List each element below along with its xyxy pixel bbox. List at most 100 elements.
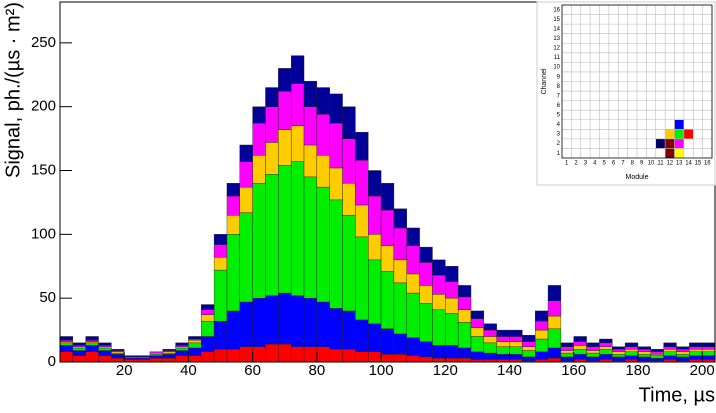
bar-segment <box>316 346 330 363</box>
bar-segment <box>547 285 562 301</box>
bar-segment <box>689 351 703 356</box>
bar-segment <box>85 351 99 363</box>
y-tick-label: 0 <box>48 353 56 370</box>
bar-segment <box>201 320 215 337</box>
bar-segment <box>432 294 446 310</box>
bar-segment <box>303 144 318 178</box>
bar-segment <box>419 356 433 363</box>
bar-segment <box>599 342 613 347</box>
bar-segment <box>406 292 420 338</box>
x-tick-label: 120 <box>433 362 458 379</box>
bar-segment <box>534 338 549 352</box>
bar-segment <box>355 236 369 321</box>
bar-segment <box>265 142 279 175</box>
bar-segment <box>380 328 395 355</box>
bar-segment <box>278 68 292 92</box>
bar-segment <box>624 346 639 350</box>
bar-segment <box>650 351 664 355</box>
bar-segment <box>599 346 613 350</box>
bar-segment <box>676 349 690 352</box>
bar-segment <box>624 355 639 360</box>
inset-x-tick-label: 15 <box>695 161 702 167</box>
bar-segment <box>85 345 99 352</box>
bar-segment <box>470 327 485 337</box>
inset-y-tick-label: 9 <box>557 74 561 80</box>
bar-segment <box>483 352 497 360</box>
bar-segment <box>406 273 420 294</box>
bar-segment <box>676 356 690 361</box>
inset-background <box>536 1 716 186</box>
bar-segment <box>483 323 497 331</box>
bar-segment <box>201 351 215 363</box>
bar-segment <box>111 354 125 359</box>
inset-x-tick-label: 1 <box>565 161 569 167</box>
bar-segment <box>368 234 382 261</box>
bar-segment <box>329 308 343 350</box>
bar-segment <box>252 123 266 156</box>
inset-y-tick-label: 16 <box>553 7 560 13</box>
module-cell <box>683 129 694 139</box>
bar-segment <box>445 345 459 359</box>
bar-segment <box>329 349 343 363</box>
bar-segment <box>59 342 74 346</box>
bar-segment <box>98 350 112 356</box>
inset-y-tick-label: 2 <box>557 141 561 147</box>
bar-segment <box>98 347 112 351</box>
bar-segment <box>586 356 600 361</box>
bar-segment <box>457 296 472 310</box>
bar-segment <box>547 328 562 349</box>
bar-segment <box>380 271 395 330</box>
inset-y-tick-label: 4 <box>557 122 561 128</box>
bar-segment <box>239 186 253 213</box>
bar-segment <box>624 342 639 347</box>
bar-segment <box>457 322 472 349</box>
bar-segment <box>226 183 241 197</box>
bar-segment <box>393 282 407 335</box>
bar-segment <box>637 346 651 350</box>
bar-segment <box>368 323 382 352</box>
bar-segment <box>316 114 330 156</box>
bar-segment <box>290 125 305 162</box>
bar-segment <box>701 342 716 347</box>
bar-segment <box>124 355 138 358</box>
bar-segment <box>663 351 677 356</box>
inset-x-tick-label: 6 <box>612 161 616 167</box>
inset-y-tick-label: 3 <box>557 132 561 138</box>
bar-segment <box>612 346 626 350</box>
bar-segment <box>457 285 472 298</box>
bar-segment <box>663 342 677 347</box>
inset-x-tick-label: 14 <box>685 161 692 167</box>
bar-segment <box>213 234 228 245</box>
bar-segment <box>278 292 292 345</box>
bar-segment <box>689 355 703 360</box>
bar-segment <box>290 83 305 127</box>
module-cell <box>674 138 684 149</box>
bar-segment <box>98 355 112 363</box>
bar-segment <box>457 357 472 363</box>
inset-y-tick-label: 15 <box>553 17 560 23</box>
y-tick-label: 100 <box>31 225 56 242</box>
bar-segment <box>252 297 266 347</box>
bar-segment <box>586 342 600 347</box>
bar-segment <box>432 309 446 346</box>
y-axis-title: Signal, ph./(µs · m²) <box>2 2 24 178</box>
bar-segment <box>98 342 112 346</box>
x-tick-label: 160 <box>561 362 586 379</box>
bar-segment <box>624 349 639 352</box>
bar-segment <box>573 341 587 346</box>
bar-segment <box>72 350 86 356</box>
bar-segment <box>290 346 305 363</box>
bar-segment <box>534 351 549 360</box>
bar-segment <box>573 354 587 360</box>
bar-segment <box>560 356 574 361</box>
bar-segment <box>380 209 395 247</box>
bar-segment <box>534 320 549 331</box>
bar-segment <box>329 123 343 169</box>
inset-y-tick-label: 10 <box>553 65 560 71</box>
bar-segment <box>624 351 639 356</box>
bar-segment <box>149 351 163 354</box>
bar-segment <box>72 355 86 363</box>
bar-segment <box>201 314 215 322</box>
module-cell <box>665 129 675 139</box>
inset-y-tick-label: 14 <box>553 26 560 32</box>
